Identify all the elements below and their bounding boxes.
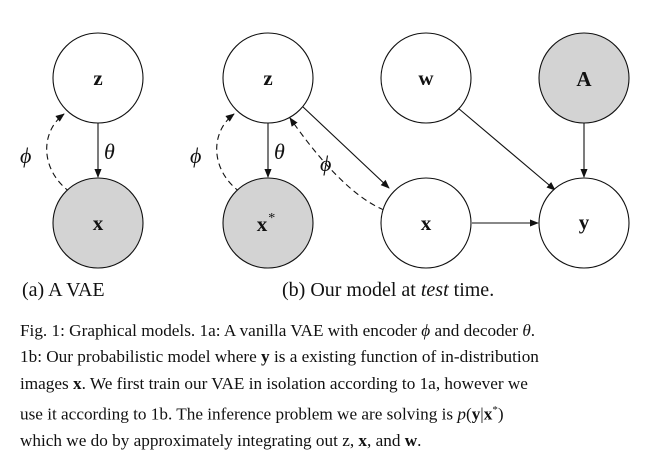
edge-label-a-theta: θ bbox=[104, 139, 115, 164]
edge-label-b-theta: θ bbox=[274, 139, 285, 164]
node-b-w bbox=[380, 32, 472, 124]
edge-b-xstar-to-z-encoder bbox=[216, 113, 241, 193]
caption-theta: θ bbox=[522, 321, 531, 340]
subcaption-a: (a) A VAE bbox=[22, 279, 105, 301]
panel-a: ϕ θ z x (a) A VAE bbox=[20, 32, 144, 301]
caption-math-p: p bbox=[457, 404, 466, 424]
caption-text: . We first train our VAE in isolation ac… bbox=[81, 373, 528, 393]
caption-math-y: y bbox=[261, 347, 270, 367]
caption-math-x: x bbox=[358, 430, 368, 450]
subcaption-b-suffix: time. bbox=[449, 279, 495, 301]
caption-line-3: images x. We first train our VAE in isol… bbox=[20, 371, 648, 397]
node-b-x-label: x bbox=[421, 211, 432, 235]
node-a-z-label: z bbox=[93, 66, 102, 90]
figure-caption: Fig. 1: Graphical models. 1a: A vanilla … bbox=[20, 318, 648, 454]
caption-text: which we do by approximately integrating… bbox=[20, 430, 359, 450]
node-b-xstar bbox=[222, 177, 314, 269]
caption-math-star: * bbox=[492, 403, 498, 416]
caption-text: 1b: Our probabilistic model where bbox=[20, 347, 262, 367]
caption-math-paren: ( bbox=[465, 404, 472, 424]
edge-b-w-to-y bbox=[457, 107, 556, 191]
caption-text: . bbox=[417, 430, 422, 450]
node-b-xstar-sup: * bbox=[268, 211, 275, 226]
node-b-x bbox=[380, 177, 472, 269]
caption-line-2: 1b: Our probabilistic model where y is a… bbox=[20, 344, 648, 370]
node-b-y-label: y bbox=[579, 210, 590, 234]
edge-label-b-phi-diag: ϕ bbox=[320, 151, 331, 176]
node-b-A bbox=[538, 32, 630, 124]
node-b-xstar-base: x bbox=[257, 212, 268, 236]
caption-math-x: x bbox=[72, 373, 82, 393]
caption-phi: ϕ bbox=[421, 321, 431, 340]
graphical-models-diagram: ϕ θ z x (a) A VAE ϕ θ ϕ z x* w A x y ( bbox=[20, 32, 630, 301]
caption-text: use it according to 1b. The inference pr… bbox=[20, 404, 458, 424]
node-a-z bbox=[52, 32, 144, 124]
node-a-x-label: x bbox=[93, 211, 104, 235]
caption-math-bar: | bbox=[480, 404, 484, 424]
node-a-x bbox=[52, 177, 144, 269]
caption-math-paren: ) bbox=[497, 404, 504, 424]
caption-text: is a existing function of in-distributio… bbox=[269, 347, 539, 367]
node-b-z bbox=[222, 32, 314, 124]
caption-text: and decoder bbox=[430, 321, 523, 340]
node-b-y bbox=[538, 177, 630, 269]
subcaption-b: (b) Our model at test time. bbox=[282, 279, 494, 301]
caption-line-1: Fig. 1: Graphical models. 1a: A vanilla … bbox=[20, 318, 648, 344]
subcaption-b-italic: test bbox=[421, 279, 449, 301]
node-b-A-label: A bbox=[576, 67, 592, 91]
panel-b: ϕ θ ϕ z x* w A x y (b) Our model at test… bbox=[190, 32, 630, 301]
caption-text: Fig. 1: Graphical models. 1a: A vanilla … bbox=[20, 321, 422, 340]
caption-text: , and bbox=[367, 430, 405, 450]
node-b-xstar-label: x* bbox=[257, 211, 276, 236]
edge-b-z-to-x bbox=[301, 105, 390, 189]
caption-math-w: w bbox=[404, 430, 418, 450]
caption-line-4: use it according to 1b. The inference pr… bbox=[20, 397, 648, 428]
subcaption-b-prefix: (b) Our model at bbox=[282, 279, 421, 301]
node-b-w-label: w bbox=[418, 66, 434, 90]
caption-line-5: which we do by approximately integrating… bbox=[20, 428, 648, 454]
edge-a-x-to-z-encoder bbox=[46, 113, 71, 193]
caption-text: . bbox=[530, 321, 536, 340]
edge-label-a-phi: ϕ bbox=[20, 143, 31, 168]
edge-b-x-to-z-encoder bbox=[289, 117, 385, 211]
node-b-z-label: z bbox=[263, 66, 272, 90]
caption-math-y: y bbox=[471, 404, 481, 424]
caption-text: images bbox=[20, 373, 73, 393]
caption-math-x: x bbox=[483, 404, 493, 424]
edge-label-b-phi-left: ϕ bbox=[190, 143, 201, 168]
